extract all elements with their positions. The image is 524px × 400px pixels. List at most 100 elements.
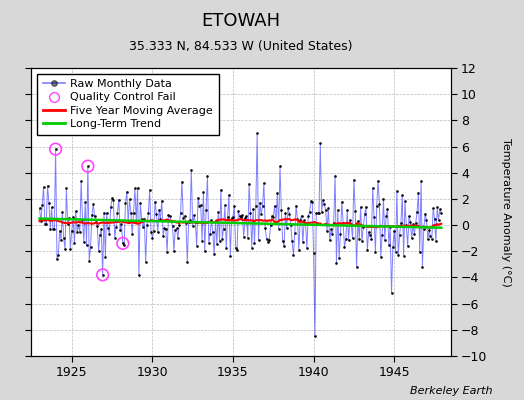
Point <box>93 223 102 229</box>
Point <box>111 234 119 241</box>
Point <box>116 227 124 233</box>
Point <box>374 178 383 184</box>
Point <box>203 173 212 179</box>
Point <box>66 246 74 252</box>
Point <box>180 213 189 219</box>
Point <box>82 242 91 248</box>
Point <box>35 205 43 211</box>
Point <box>89 201 97 207</box>
Point <box>196 202 205 208</box>
Point <box>268 213 276 219</box>
Point <box>100 210 108 216</box>
Point <box>147 228 155 235</box>
Point <box>409 221 417 228</box>
Point <box>406 218 414 225</box>
Point <box>77 177 85 184</box>
Point <box>319 197 327 204</box>
Point <box>282 225 291 231</box>
Point <box>410 231 419 237</box>
Point <box>97 226 105 232</box>
Point <box>204 239 213 246</box>
Point <box>202 206 210 213</box>
Point <box>258 202 267 209</box>
Point <box>315 210 323 216</box>
Point <box>70 240 79 246</box>
Point <box>49 225 57 232</box>
Point <box>278 238 287 244</box>
Point <box>225 192 233 198</box>
Point <box>421 210 429 217</box>
Point <box>39 184 48 190</box>
Point <box>248 244 256 251</box>
Point <box>293 216 302 222</box>
Point <box>336 231 345 238</box>
Point <box>347 220 355 227</box>
Point <box>346 217 354 223</box>
Point <box>328 231 336 238</box>
Point <box>115 196 123 203</box>
Point <box>171 227 179 233</box>
Point <box>330 219 338 226</box>
Point <box>327 226 335 232</box>
Point <box>392 188 401 194</box>
Point <box>339 220 347 226</box>
Point <box>50 225 59 232</box>
Point <box>53 256 61 262</box>
Point <box>254 237 263 243</box>
Point <box>62 185 71 192</box>
Point <box>272 220 280 226</box>
Point <box>351 208 359 215</box>
Point <box>199 189 208 196</box>
Point <box>226 253 234 259</box>
Point <box>403 243 412 250</box>
Point <box>140 216 148 222</box>
Point <box>373 203 381 209</box>
Point <box>275 226 283 232</box>
Point <box>361 211 369 218</box>
Point <box>427 233 435 240</box>
Point <box>132 218 140 224</box>
Point <box>363 247 372 253</box>
Point <box>184 219 193 225</box>
Point <box>307 198 315 204</box>
Point <box>129 210 138 216</box>
Point <box>232 245 240 252</box>
Point <box>192 243 201 249</box>
Point <box>37 218 45 225</box>
Point <box>281 210 290 216</box>
Point <box>183 258 191 265</box>
Point <box>151 198 159 205</box>
Point <box>325 237 334 244</box>
Point <box>385 242 393 248</box>
Point <box>270 203 279 209</box>
Point <box>65 214 73 221</box>
Point <box>294 246 303 253</box>
Y-axis label: Temperature Anomaly (°C): Temperature Anomaly (°C) <box>501 138 511 286</box>
Point <box>109 197 117 204</box>
Point <box>241 214 249 221</box>
Point <box>179 214 188 221</box>
Text: ETOWAH: ETOWAH <box>201 12 281 30</box>
Point <box>74 222 83 229</box>
Point <box>313 210 322 216</box>
Point <box>223 214 232 221</box>
Point <box>211 217 220 224</box>
Point <box>266 222 275 228</box>
Point <box>215 238 224 244</box>
Point <box>128 231 136 237</box>
Point <box>43 182 52 189</box>
Point <box>420 226 428 232</box>
Point <box>38 202 47 208</box>
Point <box>101 254 110 260</box>
Point <box>139 224 147 230</box>
Point <box>155 207 163 213</box>
Point <box>143 222 151 228</box>
Point <box>335 255 343 261</box>
Point <box>165 212 173 218</box>
Point <box>377 254 385 260</box>
Point <box>198 238 206 244</box>
Point <box>156 216 165 222</box>
Point <box>432 238 440 244</box>
Point <box>159 232 167 239</box>
Point <box>105 231 114 237</box>
